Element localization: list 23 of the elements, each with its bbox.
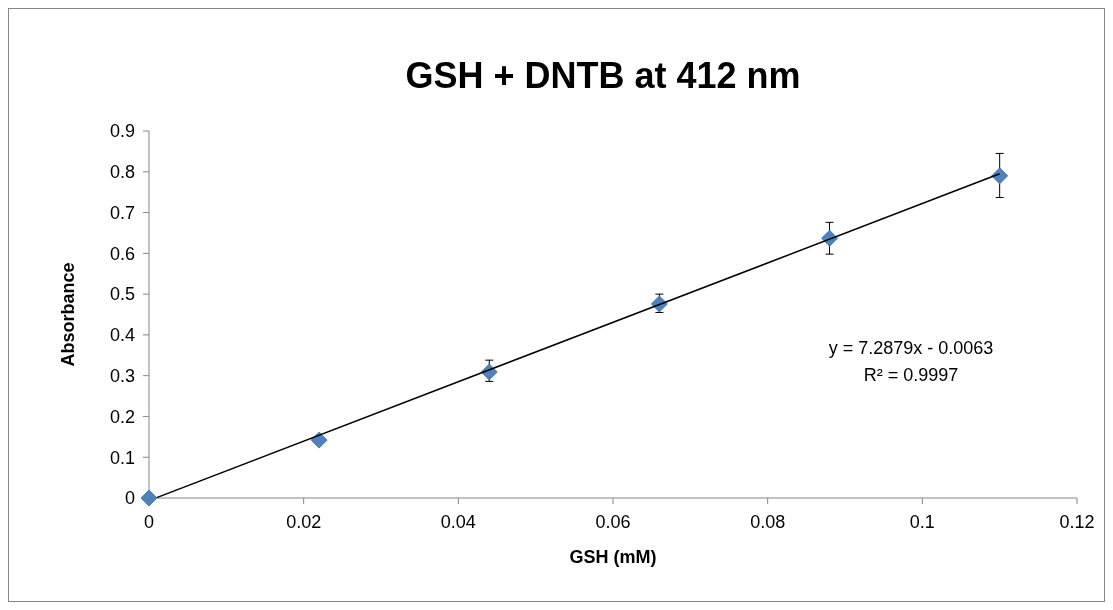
chart-title: GSH + DNTB at 412 nm: [405, 55, 801, 96]
x-tick-label: 0.12: [1059, 512, 1095, 532]
annotation: y = 7.2879x - 0.0063: [828, 338, 994, 358]
x-tick-label: 0.08: [750, 512, 786, 532]
y-tick-label: 0.5: [109, 284, 135, 305]
y-tick-label: 0.1: [109, 447, 135, 468]
y-tick-label: 0.7: [109, 202, 135, 223]
y-axis-title: Absorbance: [58, 262, 78, 367]
y-tick-label: 0.8: [109, 162, 135, 183]
y-tick-label: 0.4: [109, 325, 135, 346]
y-tick-label: 0.6: [109, 243, 135, 264]
point: [140, 489, 158, 507]
y-tick-label: 0.3: [109, 365, 135, 386]
x-tick-label: 0.1: [909, 512, 935, 532]
x-tick-label: 0.02: [286, 512, 322, 532]
x-axis-title: GSH (mM): [569, 547, 657, 567]
x-tick-label: 0.04: [440, 512, 476, 532]
y-tick-label: 0.2: [109, 406, 135, 427]
y-tick-label: 0.9: [109, 121, 135, 142]
x-tick-label: 0: [143, 512, 155, 532]
x-tick-label: 0.06: [595, 512, 631, 532]
y-tick-label: 0: [124, 488, 135, 509]
annotation: R² = 0.9997: [863, 365, 959, 385]
